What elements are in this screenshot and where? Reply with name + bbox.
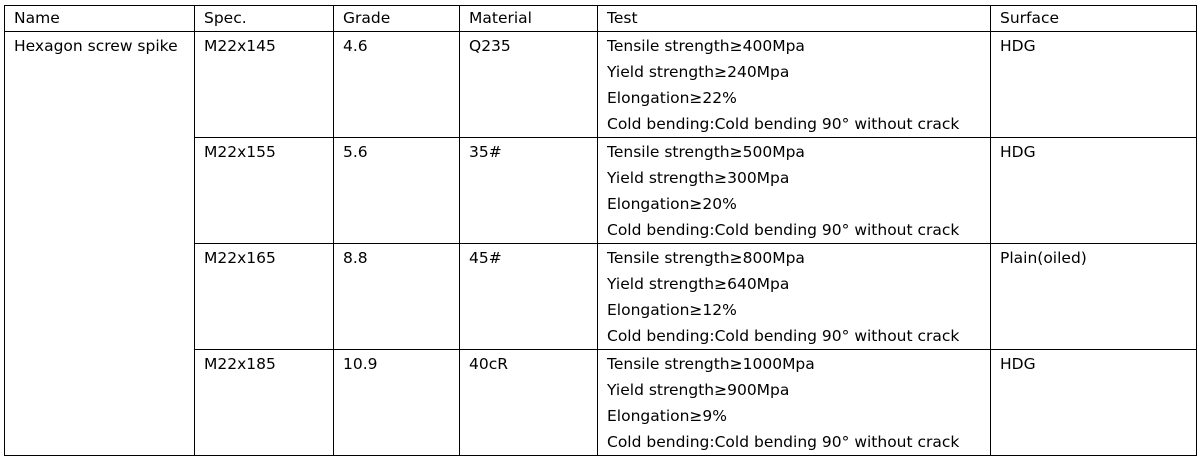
material-cell: 40cR bbox=[459, 349, 598, 456]
material-cell: 45# bbox=[459, 243, 598, 350]
yield-strength-text: Yield strength≥240Mpa bbox=[607, 63, 790, 81]
surface-cell: HDG bbox=[990, 31, 1197, 138]
tensile-strength-text: Tensile strength≥1000Mpa bbox=[607, 355, 815, 373]
surface-cell: HDG bbox=[990, 349, 1197, 456]
header-name: Name bbox=[4, 5, 195, 32]
tensile-strength-text: Tensile strength≥800Mpa bbox=[607, 249, 805, 267]
spec-cell: M22x185 bbox=[194, 349, 334, 456]
elongation-text: Elongation≥20% bbox=[607, 195, 737, 213]
spec-cell: M22x155 bbox=[194, 137, 334, 244]
grade-cell: 5.6 bbox=[333, 137, 460, 244]
cold-bending-text: Cold bending:Cold bending 90° without cr… bbox=[607, 221, 960, 239]
header-material: Material bbox=[459, 5, 598, 32]
header-spec: Spec. bbox=[194, 5, 334, 32]
tensile-strength-text: Tensile strength≥400Mpa bbox=[607, 37, 805, 55]
test-cell: Tensile strength≥500Mpa Yield strength≥3… bbox=[597, 137, 991, 244]
grade-cell: 8.8 bbox=[333, 243, 460, 350]
surface-cell: Plain(oiled) bbox=[990, 243, 1197, 350]
spec-cell: M22x145 bbox=[194, 31, 334, 138]
grade-cell: 4.6 bbox=[333, 31, 460, 138]
test-cell: Tensile strength≥1000Mpa Yield strength≥… bbox=[597, 349, 991, 456]
header-grade: Grade bbox=[333, 5, 460, 32]
table-row: M22x155 5.6 35# Tensile strength≥500Mpa … bbox=[5, 137, 1197, 244]
table-row: Hexagon screw spike M22x145 4.6 Q235 Ten… bbox=[4, 31, 1197, 456]
material-cell: 35# bbox=[459, 137, 598, 244]
table-row: M22x165 8.8 45# Tensile strength≥800Mpa … bbox=[5, 243, 1197, 350]
spec-cell: M22x165 bbox=[194, 243, 334, 350]
header-surface: Surface bbox=[990, 5, 1197, 32]
table-row: M22x185 10.9 40cR Tensile strength≥1000M… bbox=[5, 349, 1197, 456]
test-cell: Tensile strength≥400Mpa Yield strength≥2… bbox=[597, 31, 991, 138]
material-cell: Q235 bbox=[459, 31, 598, 138]
elongation-text: Elongation≥9% bbox=[607, 407, 728, 425]
test-cell: Tensile strength≥800Mpa Yield strength≥6… bbox=[597, 243, 991, 350]
elongation-text: Elongation≥22% bbox=[607, 89, 737, 107]
cold-bending-text: Cold bending:Cold bending 90° without cr… bbox=[607, 115, 960, 133]
header-row: Name Spec. Grade Material Test Surface bbox=[4, 5, 1197, 32]
elongation-text: Elongation≥12% bbox=[607, 301, 737, 319]
spec-table: Name Spec. Grade Material Test Surface H… bbox=[4, 5, 1197, 456]
yield-strength-text: Yield strength≥900Mpa bbox=[607, 381, 790, 399]
tensile-strength-text: Tensile strength≥500Mpa bbox=[607, 143, 805, 161]
product-name-cell: Hexagon screw spike bbox=[4, 31, 195, 456]
cold-bending-text: Cold bending:Cold bending 90° without cr… bbox=[607, 327, 960, 345]
cold-bending-text: Cold bending:Cold bending 90° without cr… bbox=[607, 433, 960, 451]
yield-strength-text: Yield strength≥300Mpa bbox=[607, 169, 790, 187]
surface-cell: HDG bbox=[990, 137, 1197, 244]
yield-strength-text: Yield strength≥640Mpa bbox=[607, 275, 790, 293]
header-test: Test bbox=[597, 5, 991, 32]
grade-cell: 10.9 bbox=[333, 349, 460, 456]
